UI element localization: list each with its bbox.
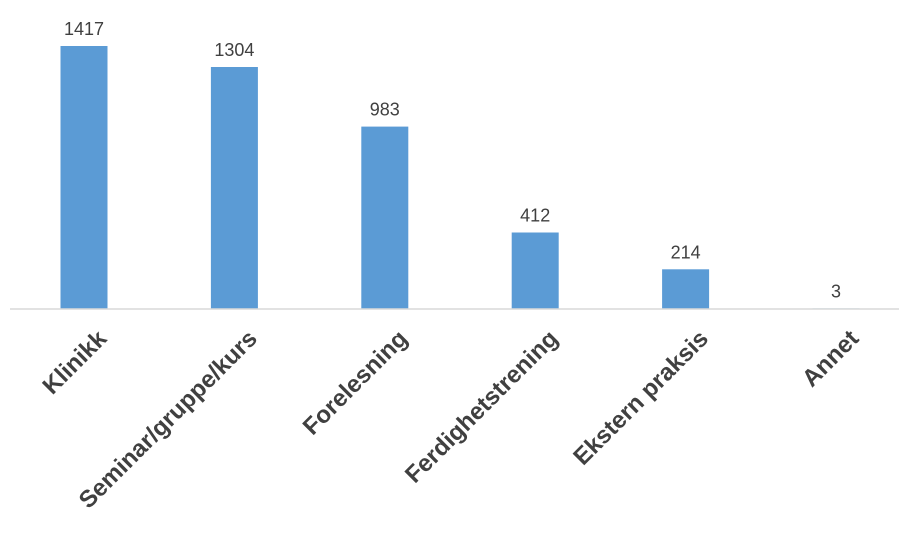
bar	[511, 232, 559, 309]
bar-value-label: 412	[520, 206, 550, 226]
bar	[210, 67, 258, 309]
category-tick-label: Ferdighetstrening	[400, 325, 563, 488]
bar-value-label: 3	[831, 281, 841, 301]
category-tick-label: Klinikk	[37, 325, 112, 400]
category-tick-label: Forelesning	[298, 325, 413, 440]
bar	[361, 126, 409, 309]
value-labels-group: 1417 1304 983 412 214 3	[64, 19, 841, 301]
category-tick-label: Ekstern praksis	[568, 325, 714, 471]
bar-value-label: 1417	[64, 19, 104, 39]
bar-value-label: 983	[370, 100, 400, 120]
bars-group	[60, 46, 860, 309]
category-tick-label: Annet	[797, 325, 864, 392]
bar	[60, 46, 108, 309]
bar	[662, 269, 710, 309]
bar-value-label: 1304	[214, 40, 254, 60]
bar-value-label: 214	[671, 242, 701, 262]
